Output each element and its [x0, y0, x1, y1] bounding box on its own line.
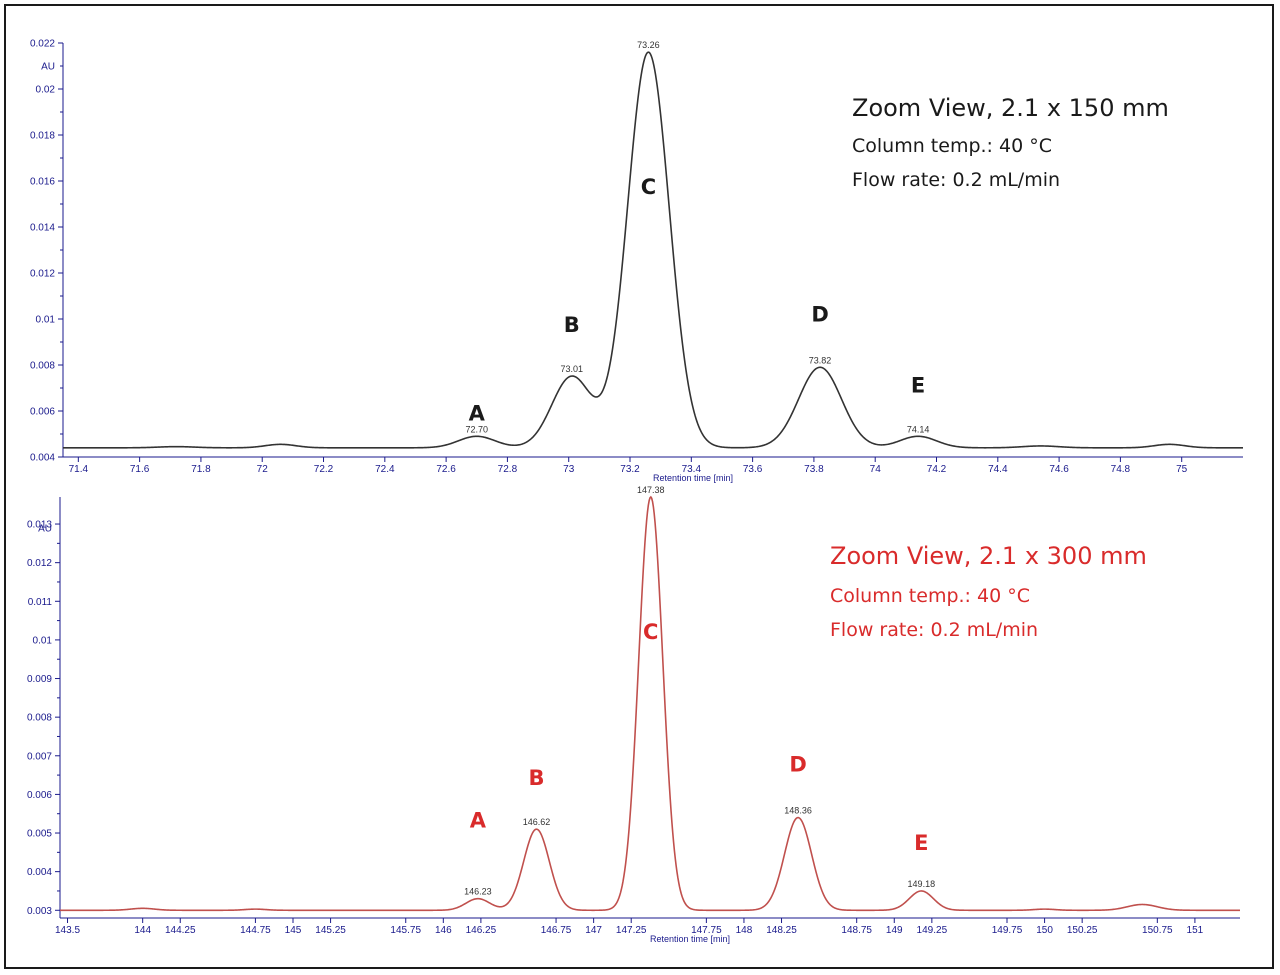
y-tick-label: 0.006	[27, 790, 52, 801]
x-tick-label: 150.75	[1142, 925, 1173, 936]
peak-retention-label: 146.23	[464, 887, 492, 897]
figure-frame	[4, 4, 1274, 969]
x-tick-label: 73.8	[804, 464, 824, 475]
annotation-title: Zoom View, 2.1 x 150 mm	[852, 94, 1169, 122]
peak-letter-d: D	[811, 302, 828, 326]
peak-retention-label: 73.26	[637, 40, 660, 50]
y-tick-label: 0.018	[30, 131, 55, 142]
y-tick-label: 0.022	[30, 39, 55, 50]
x-tick-label: 150	[1036, 925, 1053, 936]
y-tick-label: 0.01	[33, 635, 53, 646]
annotation-flow-rate: Flow rate: 0.2 mL/min	[830, 619, 1038, 641]
peak-letter-c: C	[641, 175, 656, 199]
y-tick-label: 0.004	[27, 867, 52, 878]
y-tick-label: 0.008	[27, 713, 52, 724]
x-tick-label: 73.4	[682, 464, 702, 475]
peak-letter-a: A	[470, 809, 487, 833]
y-tick-label: 0.008	[30, 361, 55, 372]
x-tick-label: 74.2	[927, 464, 947, 475]
peak-retention-label: 146.62	[523, 817, 551, 827]
x-tick-label: 146.25	[466, 925, 497, 936]
x-tick-label: 148.75	[841, 925, 872, 936]
x-tick-label: 72.6	[436, 464, 456, 475]
y-tick-label: 0.005	[27, 829, 52, 840]
x-tick-label: 146.75	[541, 925, 572, 936]
peak-retention-label: 73.01	[561, 364, 584, 374]
y-tick-label: 0.007	[27, 751, 52, 762]
chromatogram-trace	[60, 495, 1240, 912]
peak-letter-c: C	[643, 620, 658, 644]
y-tick-label: 0.013	[27, 520, 52, 531]
x-tick-label: 147	[585, 925, 602, 936]
x-tick-label: 150.25	[1067, 925, 1098, 936]
y-tick-label: 0.012	[30, 269, 55, 280]
annotation-column-temp: Column temp.: 40 °C	[852, 135, 1052, 157]
peak-letter-d: D	[789, 753, 806, 777]
x-tick-label: 146	[435, 925, 452, 936]
x-tick-label: 147.75	[691, 925, 722, 936]
x-tick-label: 144.75	[240, 925, 271, 936]
x-tick-label: 148	[736, 925, 753, 936]
y-tick-label: 0.016	[30, 177, 55, 188]
x-tick-label: 149	[886, 925, 903, 936]
x-tick-label: 73	[563, 464, 575, 475]
x-tick-label: 145.75	[390, 925, 421, 936]
y-tick-label: 0.01	[36, 315, 56, 326]
x-tick-label: 72.4	[375, 464, 395, 475]
y-tick-label: 0.006	[30, 407, 55, 418]
x-tick-label: 72	[257, 464, 269, 475]
annotation-flow-rate: Flow rate: 0.2 mL/min	[852, 169, 1060, 191]
y-unit-label: AU	[38, 523, 52, 534]
x-tick-label: 73.2	[620, 464, 640, 475]
peak-retention-label: 74.14	[907, 424, 930, 434]
peak-letter-a: A	[469, 401, 486, 425]
peak-letter-b: B	[529, 766, 545, 790]
x-tick-label: 74.4	[988, 464, 1008, 475]
x-axis-label: Retention time [min]	[653, 473, 733, 483]
x-tick-label: 149.25	[917, 925, 948, 936]
peak-retention-label: 73.82	[809, 355, 832, 365]
peak-retention-label: 149.18	[908, 879, 936, 889]
y-tick-label: 0.011	[28, 597, 53, 608]
chromatogram-300mm: 0.003 0.004 0.005 0.006 0.007 0.008 0.009 0.01 0…	[27, 485, 1240, 944]
peak-letter-b: B	[564, 313, 580, 337]
x-tick-label: 144	[134, 925, 151, 936]
x-tick-label: 72.2	[314, 464, 334, 475]
chromatogram-150mm: 0.004 0.006 0.008 0.01 0.012 0.014 0.016 0.018 0…	[30, 39, 1243, 483]
peak-retention-label: 148.36	[784, 806, 812, 816]
y-tick-label: 0.003	[27, 906, 52, 917]
x-axis-label: Retention time [min]	[650, 934, 730, 944]
chromatogram-trace	[63, 51, 1243, 449]
x-tick-label: 143.5	[55, 925, 80, 936]
y-unit-label: AU	[41, 62, 55, 73]
x-tick-label: 71.4	[69, 464, 89, 475]
x-tick-label: 73.6	[743, 464, 763, 475]
x-tick-label: 74.6	[1049, 464, 1069, 475]
x-tick-label: 74.8	[1111, 464, 1131, 475]
x-tick-label: 148.25	[766, 925, 797, 936]
peak-letter-e: E	[911, 373, 925, 397]
peak-letter-e: E	[914, 831, 928, 855]
x-tick-label: 147.25	[616, 925, 647, 936]
x-tick-label: 71.8	[191, 464, 211, 475]
x-tick-label: 71.6	[130, 464, 150, 475]
x-tick-label: 144.25	[165, 925, 196, 936]
x-tick-label: 149.75	[992, 925, 1023, 936]
x-tick-label: 145.25	[315, 925, 346, 936]
y-tick-label: 0.009	[27, 674, 52, 685]
x-tick-label: 72.8	[498, 464, 518, 475]
peak-retention-label: 72.70	[466, 424, 489, 434]
peak-retention-label: 147.38	[637, 485, 665, 495]
annotation-title: Zoom View, 2.1 x 300 mm	[830, 542, 1147, 570]
x-tick-label: 74	[870, 464, 882, 475]
y-tick-label: 0.012	[27, 558, 52, 569]
x-tick-label: 145	[285, 925, 302, 936]
x-tick-label: 151	[1187, 925, 1204, 936]
y-tick-label: 0.02	[36, 85, 56, 96]
x-tick-label: 75	[1176, 464, 1188, 475]
annotation-column-temp: Column temp.: 40 °C	[830, 585, 1030, 607]
y-tick-label: 0.014	[30, 223, 55, 234]
y-tick-label: 0.004	[30, 453, 55, 464]
